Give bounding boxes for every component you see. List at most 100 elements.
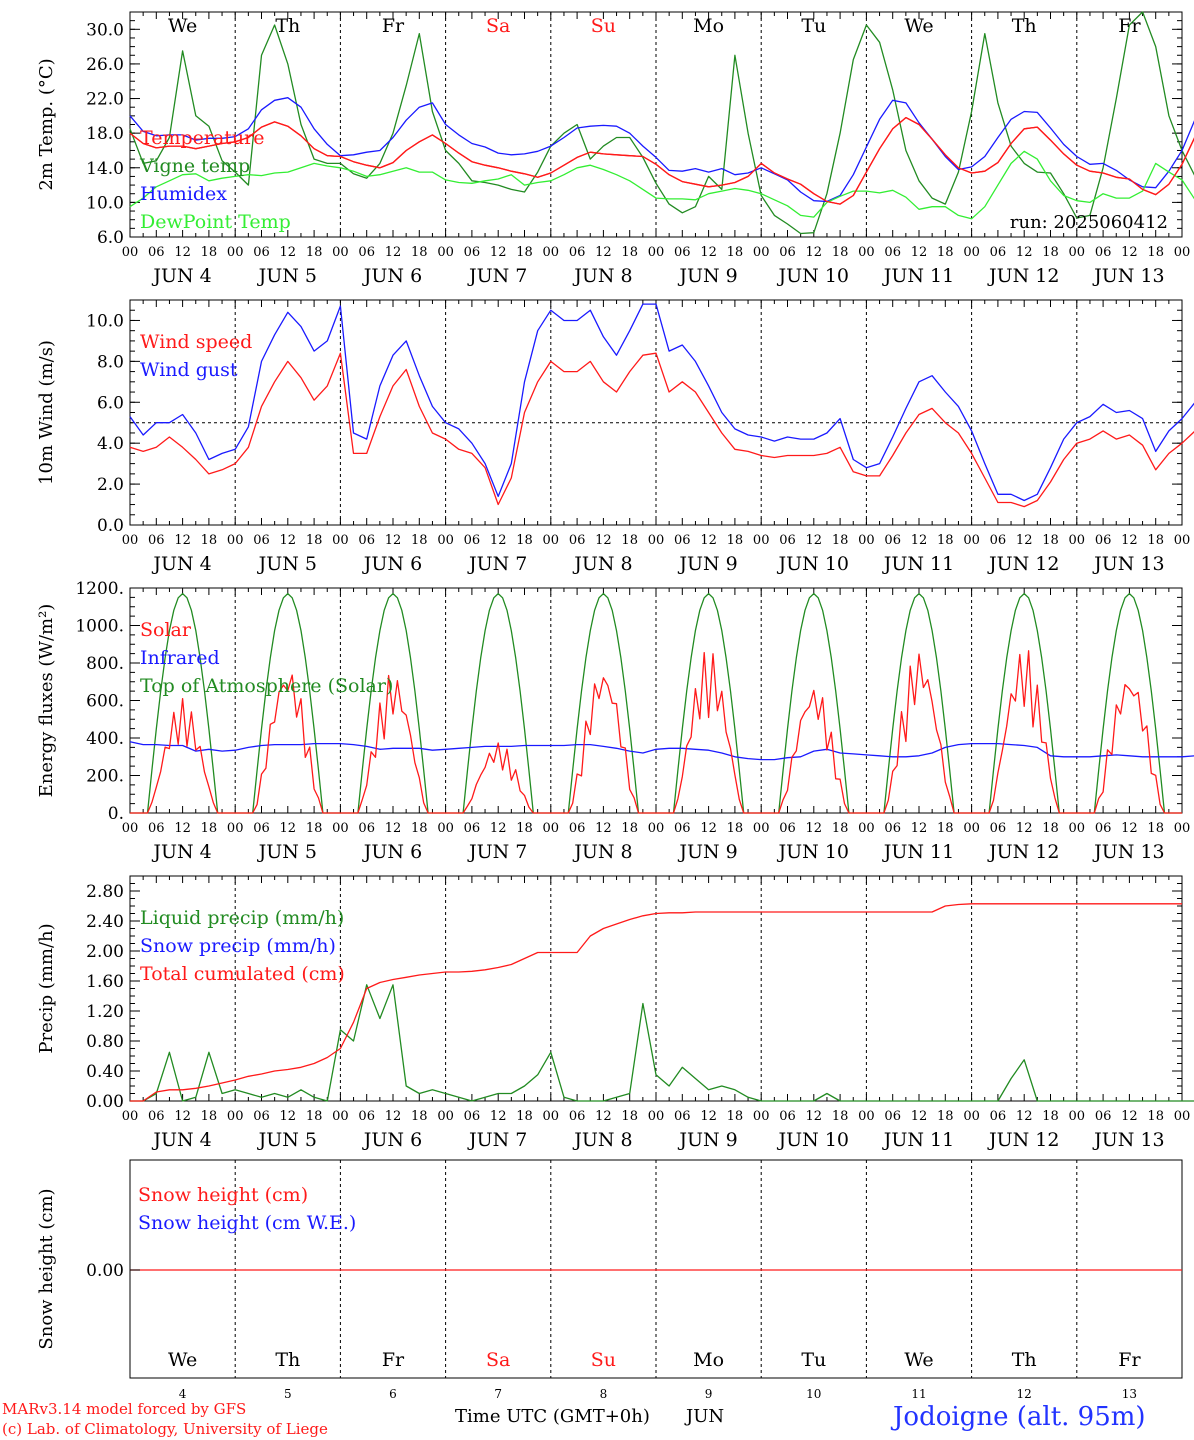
day-name: Mo [693,15,724,37]
hour-tick-label: 12 [595,821,612,836]
day-number: 7 [494,1387,502,1401]
hour-tick-label: 06 [1095,821,1112,836]
y-tick-label: 22.0 [86,90,124,110]
day-name: Su [591,15,616,37]
hour-tick-label: 00 [1069,1109,1086,1124]
hour-tick-label: 00 [858,245,875,260]
hour-tick-label: 18 [727,821,744,836]
hour-tick-label: 00 [437,1109,454,1124]
day-name: Fr [382,1349,405,1371]
legend-entry: Temperature [140,127,264,149]
series-liquid-precip [130,984,1194,1102]
hour-tick-label: 00 [1174,1109,1191,1124]
day-name: Fr [382,15,405,37]
day-number: 6 [389,1387,397,1401]
hour-tick-label: 18 [201,245,218,260]
legend-entry: Wind gust [140,359,238,381]
date-label: JUN 7 [467,841,527,863]
hour-tick-label: 18 [201,1109,218,1124]
hour-tick-label: 18 [516,821,533,836]
hour-tick-label: 18 [832,821,849,836]
hour-tick-label: 18 [832,533,849,548]
hour-tick-label: 18 [1042,533,1059,548]
legend-entry: Snow height (cm) [138,1184,308,1206]
hour-tick-label: 18 [516,245,533,260]
hour-tick-label: 06 [464,245,481,260]
date-label: JUN 12 [987,553,1059,575]
date-label: JUN 4 [151,841,211,863]
hour-tick-label: 06 [884,245,901,260]
day-name: We [904,15,933,37]
hour-tick-label: 06 [464,533,481,548]
time-axis-label: Time UTC (GMT+0h) [455,1406,650,1427]
legend-entry: Snow height (cm W.E.) [138,1212,356,1234]
hour-tick-label: 18 [937,245,954,260]
hour-tick-label: 06 [569,533,586,548]
hour-tick-label: 18 [516,533,533,548]
hour-tick-label: 12 [595,245,612,260]
hour-tick-label: 00 [543,245,560,260]
hour-tick-label: 12 [911,533,928,548]
y-tick-label: 0.80 [86,1032,124,1052]
hour-tick-label: 12 [911,821,928,836]
series-temperature [129,116,1194,205]
date-label: JUN 7 [467,265,527,287]
panel-frame-2 [129,299,1183,526]
hour-tick-label: 12 [806,821,823,836]
hour-tick-label: 06 [779,533,796,548]
hour-tick-label: 18 [1147,533,1164,548]
hour-tick-label: 06 [674,821,691,836]
hour-tick-label: 12 [174,245,191,260]
hour-tick-label: 12 [280,245,297,260]
hour-tick-label: 12 [385,1109,402,1124]
hour-tick-label: 06 [569,821,586,836]
hour-tick-label: 06 [884,533,901,548]
hour-tick-label: 12 [280,533,297,548]
series-wind-gust [129,303,1194,502]
date-label: JUN 10 [777,553,849,575]
hour-tick-label: 12 [490,1109,507,1124]
series-total-cumulated [130,903,1182,1102]
day-number: 8 [600,1387,608,1401]
hour-tick-label: 06 [1095,245,1112,260]
month-label: JUN [686,1406,725,1427]
hour-tick-label: 12 [1121,1109,1138,1124]
y-tick-label: 2.0 [97,475,124,495]
date-label: JUN 10 [777,265,849,287]
date-label: JUN 6 [362,841,422,863]
hour-tick-label: 18 [727,1109,744,1124]
date-label: JUN 12 [987,1129,1059,1151]
date-label: JUN 13 [1092,841,1164,863]
hour-tick-label: 00 [227,1109,244,1124]
day-name: Th [275,15,300,37]
day-name: Su [591,1349,616,1371]
hour-tick-label: 06 [674,533,691,548]
hour-tick-label: 06 [990,1109,1007,1124]
hour-tick-label: 18 [1147,245,1164,260]
hour-tick-label: 00 [332,533,349,548]
hour-tick-label: 12 [700,533,717,548]
y-axis-label: Precip (mm/h) [36,923,57,1053]
hour-tick-label: 18 [1042,1109,1059,1124]
hour-tick-label: 12 [174,821,191,836]
y-tick-label: 18.0 [86,124,124,144]
hour-tick-label: 12 [385,245,402,260]
date-label: JUN 12 [987,265,1059,287]
y-tick-label: 30.0 [86,20,124,40]
hour-tick-label: 00 [963,1109,980,1124]
hour-tick-label: 12 [1016,1109,1033,1124]
hour-tick-label: 00 [1069,533,1086,548]
hour-tick-label: 00 [227,245,244,260]
hour-tick-label: 18 [727,533,744,548]
y-tick-label: 400. [86,729,124,749]
hour-tick-label: 12 [280,821,297,836]
day-number: 12 [1017,1387,1032,1401]
hour-tick-label: 12 [490,533,507,548]
y-tick-label: 0.0 [97,516,124,536]
y-tick-label: 2.80 [86,882,124,902]
hour-tick-label: 00 [122,1109,139,1124]
hour-tick-label: 12 [806,533,823,548]
hour-tick-label: 00 [648,1109,665,1124]
date-label: JUN 13 [1092,265,1164,287]
hour-tick-label: 12 [1016,821,1033,836]
